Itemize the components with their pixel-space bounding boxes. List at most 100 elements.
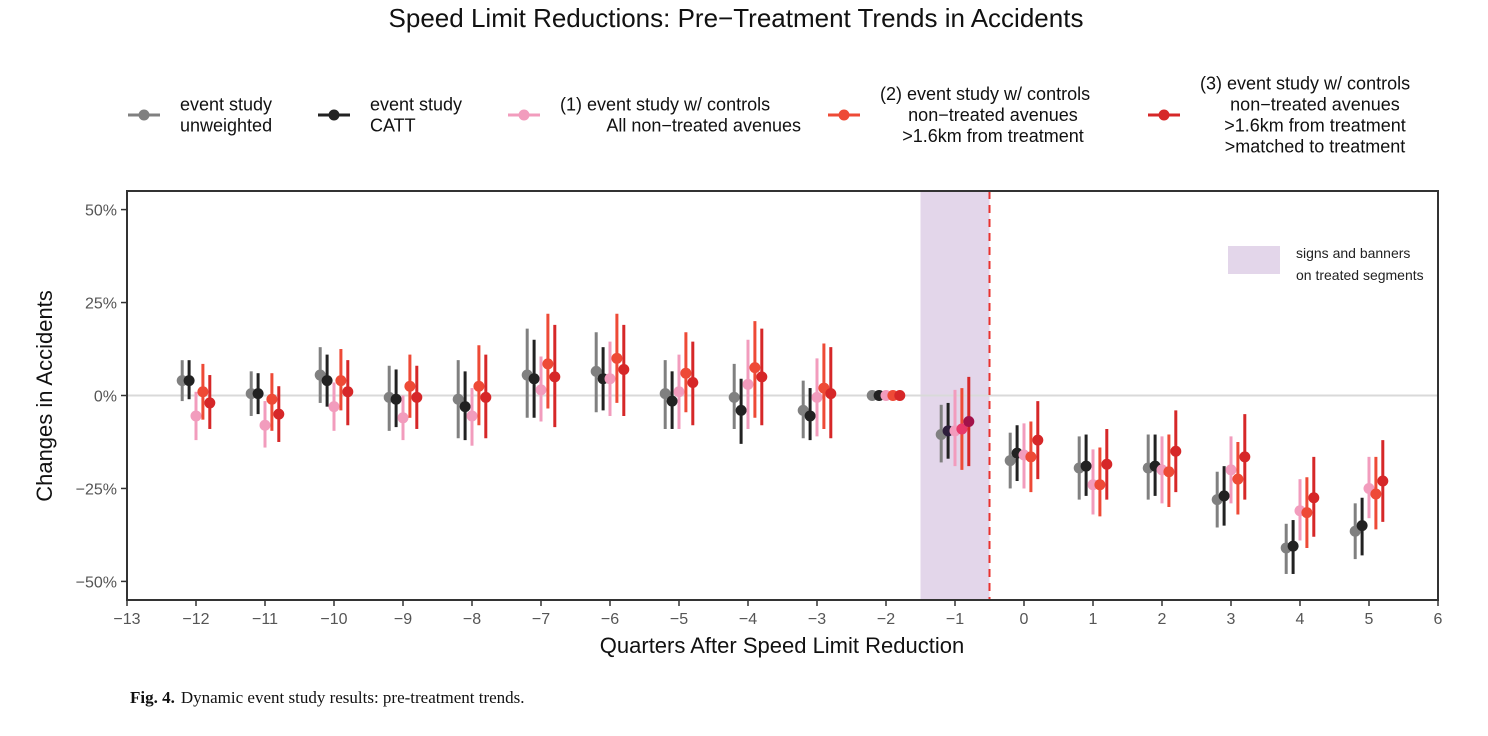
data-point <box>666 395 678 407</box>
shaded-region-legend-label: signs and banners <box>1296 245 1410 261</box>
data-point <box>756 371 768 383</box>
series-group-2 <box>183 339 1368 574</box>
shaded-region-legend-label: on treated segments <box>1296 267 1424 283</box>
x-tick-label: −10 <box>320 611 347 628</box>
data-point <box>542 358 554 370</box>
legend-label-line: event study <box>180 95 272 115</box>
data-point <box>1287 540 1299 552</box>
data-point <box>473 380 485 392</box>
figure-caption-text: Dynamic event study results: pre-treatme… <box>180 688 525 707</box>
x-tick-label: −9 <box>394 611 412 628</box>
plot-area: signs and banners on treated segments −13 −… <box>76 190 1443 628</box>
x-tick-label: −7 <box>532 611 550 628</box>
data-point <box>1232 473 1244 485</box>
data-point <box>390 393 402 405</box>
x-tick-label: 6 <box>1434 611 1443 628</box>
data-point <box>204 397 216 409</box>
data-point <box>590 365 602 377</box>
series-group-5 <box>204 324 1389 537</box>
y-tick-label: 25% <box>85 296 117 313</box>
data-point <box>680 367 692 379</box>
shaded-region-legend-key <box>1228 246 1280 274</box>
data-point <box>1356 520 1368 532</box>
data-point <box>183 375 195 387</box>
data-point <box>963 416 975 428</box>
data-point <box>328 401 340 413</box>
data-point <box>190 410 202 422</box>
data-point <box>252 388 264 400</box>
data-point <box>549 371 561 383</box>
data-point <box>804 410 816 422</box>
chart-title: Speed Limit Reductions: Pre−Treatment Tr… <box>389 3 1084 33</box>
data-point <box>673 386 685 398</box>
data-point <box>259 419 271 431</box>
y-axis-label: Changes in Accidents <box>32 290 57 502</box>
y-tick-label: 50% <box>85 203 117 220</box>
data-point <box>1170 445 1182 457</box>
data-point <box>535 384 547 396</box>
data-point <box>1163 466 1175 478</box>
x-tick-label: −11 <box>252 611 278 628</box>
legend-label-line: (2) event study w/ controls <box>880 84 1090 104</box>
data-point <box>197 386 209 398</box>
data-point <box>611 352 623 364</box>
x-tick-label: −13 <box>113 611 140 628</box>
y-tick-label: 0% <box>94 389 117 406</box>
legend-key-point <box>838 109 850 121</box>
data-point <box>1101 458 1113 470</box>
x-tick-label: −3 <box>808 611 826 628</box>
data-point <box>687 376 699 388</box>
data-point <box>1239 451 1251 463</box>
data-point <box>411 391 423 403</box>
data-point <box>659 388 671 400</box>
data-point <box>956 423 968 435</box>
x-tick-label: −2 <box>877 611 895 628</box>
x-tick-label: −6 <box>601 611 619 628</box>
data-point <box>1308 492 1320 504</box>
data-point <box>1377 475 1389 487</box>
legend-key-point <box>138 109 150 121</box>
data-point <box>266 393 278 405</box>
x-tick-label: −8 <box>463 611 481 628</box>
legend-label-line: >1.6km from treatment <box>1224 116 1406 136</box>
x-tick-label: 1 <box>1089 611 1098 628</box>
legend-label-line: non−treated avenues <box>1230 95 1400 115</box>
data-point <box>1080 460 1092 472</box>
x-tick-label: −12 <box>182 611 209 628</box>
legend-label-line: CATT <box>370 116 416 136</box>
x-tick-label: 3 <box>1227 611 1236 628</box>
x-axis-label: Quarters After Speed Limit Reduction <box>600 633 964 658</box>
data-point <box>604 373 616 385</box>
series-group-3 <box>190 339 1375 541</box>
x-tick-label: 4 <box>1296 611 1305 628</box>
data-point <box>1025 451 1037 463</box>
x-tick-label: 5 <box>1365 611 1374 628</box>
legend-key-point <box>518 109 530 121</box>
series-group-4 <box>197 313 1382 548</box>
data-point <box>335 375 347 387</box>
data-point <box>1032 434 1044 446</box>
legend-label-line: (1) event study w/ controls <box>560 95 770 115</box>
y-tick-label: −25% <box>76 481 117 498</box>
data-point <box>825 388 837 400</box>
data-point <box>735 404 747 416</box>
figure-caption-label: Fig. 4. <box>130 688 175 707</box>
event-study-chart: Speed Limit Reductions: Pre−Treatment Tr… <box>32 3 1443 658</box>
data-point <box>728 391 740 403</box>
figure-caption: Fig. 4. Dynamic event study results: pre-… <box>130 688 525 708</box>
data-point <box>1301 507 1313 519</box>
x-tick-label: −4 <box>739 611 757 628</box>
data-point <box>1218 490 1230 502</box>
data-point <box>480 391 492 403</box>
legend-label-line: >1.6km from treatment <box>902 126 1084 146</box>
x-tick-label: 0 <box>1020 611 1029 628</box>
data-point <box>397 412 409 424</box>
data-point <box>342 386 354 398</box>
data-point <box>528 373 540 385</box>
x-tick-label: 2 <box>1158 611 1167 628</box>
series-group-1 <box>176 328 1361 574</box>
data-point <box>811 391 823 403</box>
data-point <box>452 393 464 405</box>
data-point <box>1370 488 1382 500</box>
